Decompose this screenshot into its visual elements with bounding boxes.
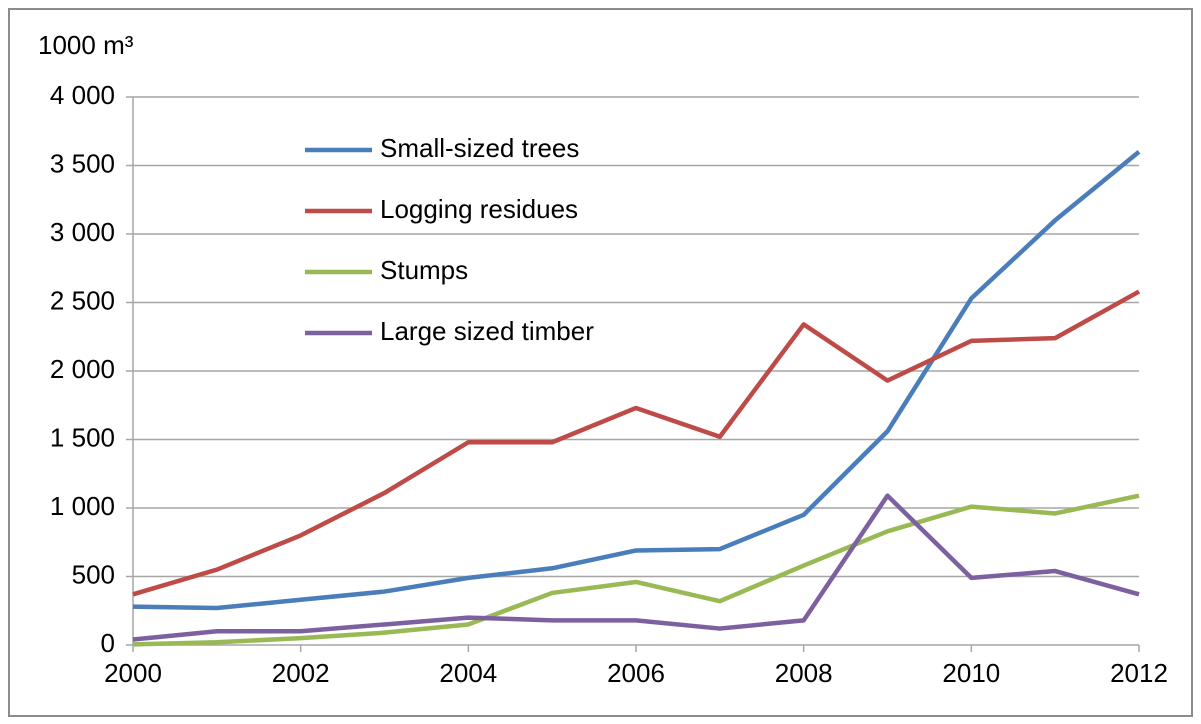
chart-frame [8, 8, 1193, 717]
x-tick-label: 2000 [104, 658, 162, 688]
series-line [132, 150, 1141, 611]
x-tick-label: 2006 [607, 658, 665, 688]
series-line [132, 493, 1140, 642]
y-tick-label: 0 [101, 628, 115, 658]
x-tick-label: 2012 [1110, 658, 1168, 688]
y-tick-label: 3 500 [50, 148, 115, 178]
y-tick-label: 1 000 [50, 491, 115, 521]
y-tick-label: 1 500 [50, 422, 115, 452]
series-line [132, 289, 1141, 597]
y-tick-label: 2 500 [50, 285, 115, 315]
x-tick-label: 2002 [272, 658, 330, 688]
x-tick-label: 2008 [775, 658, 833, 688]
y-tick-label: 4 000 [50, 80, 115, 110]
y-tick-label: 3 000 [50, 217, 115, 247]
y-tick-label: 500 [72, 559, 115, 589]
legend-label: Stumps [380, 255, 468, 285]
y-axis-label: 1000 m³ [38, 30, 134, 60]
legend-label: Small-sized trees [380, 133, 579, 163]
x-tick-label: 2004 [439, 658, 497, 688]
legend-label: Large sized timber [380, 316, 594, 346]
y-tick-label: 2 000 [50, 354, 115, 384]
x-tick-label: 2010 [942, 658, 1000, 688]
series-line [132, 493, 1140, 647]
legend-label: Logging residues [380, 194, 578, 224]
